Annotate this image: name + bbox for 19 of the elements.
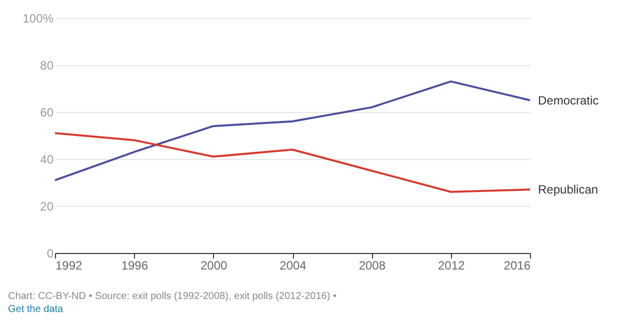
x-tick-label: 2012: [438, 258, 466, 272]
line-series: [54, 132, 531, 193]
text: Get the data: [8, 304, 64, 315]
x-tick-label: 2000: [200, 258, 228, 272]
y-tick-label: 0: [46, 246, 54, 260]
x-tick-label: 1992: [56, 258, 83, 272]
line-series: [54, 80, 531, 182]
y-tick-label: 40: [40, 152, 54, 166]
y-tick-label: 20: [40, 200, 54, 214]
x-tick-label: 1996: [121, 258, 148, 272]
x-tick-label: 2008: [358, 258, 386, 272]
x-tick-label: 2004: [280, 258, 307, 272]
y-tick-label: 100%: [22, 12, 54, 26]
x-tick-label: 2016: [504, 258, 531, 272]
series-label: Republican: [538, 182, 598, 197]
series-label: Democratic: [538, 93, 599, 108]
text: Chart: CC-BY-ND • Source: exit polls (1992-2008), exit polls (2012-2016) •: [8, 291, 337, 302]
y-tick-label: 80: [40, 58, 54, 72]
y-tick-label: 60: [40, 106, 54, 120]
